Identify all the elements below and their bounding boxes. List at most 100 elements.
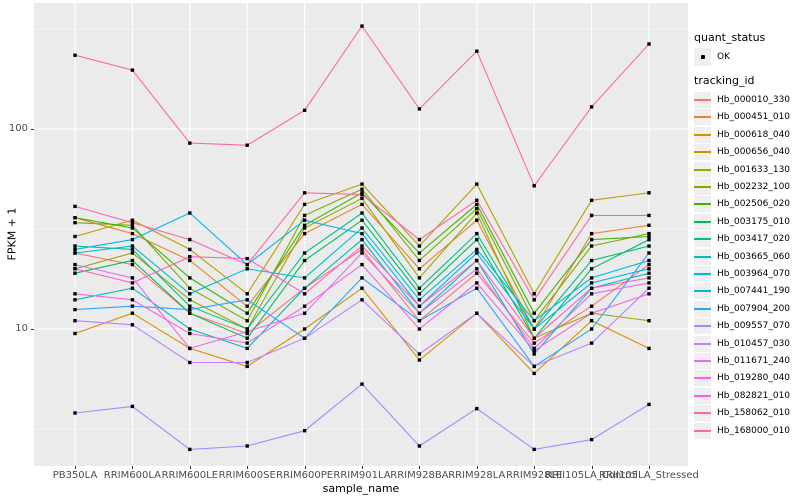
plot-panel [34,3,688,466]
data-point [188,360,192,365]
data-point [532,371,536,376]
legend-key-Hb_003417_020 [694,231,711,248]
data-point [73,307,77,312]
data-point [302,292,307,296]
data-point [417,292,422,296]
data-point [647,281,651,285]
data-point [532,298,536,302]
x-tick-label-RRIM928BA: RRIM928BA [390,470,449,481]
data-point [589,304,594,308]
x-axis-title: sample_name [322,482,400,495]
legend-line-icon [694,307,711,310]
data-point [417,244,422,248]
data-point [360,182,364,186]
data-point [73,298,77,302]
data-point [73,204,77,209]
legend-label-Hb_007904_200: Hb_007904_200 [717,303,791,314]
data-point [130,68,135,72]
legend-key-Hb_000618_040 [694,126,711,143]
data-point [475,251,479,255]
legend-label-Hb_000010_330: Hb_000010_330 [717,95,791,105]
legend-line-icon [694,168,711,171]
legend-key-Hb_168000_010 [694,422,711,439]
data-point [417,286,422,290]
data-point [302,276,307,280]
data-point [647,213,651,218]
data-point [647,292,651,296]
data-point [302,191,307,195]
data-point [130,304,135,308]
legend-line-icon [694,116,711,119]
data-point [130,262,135,267]
legend-panel: quant_status OK tracking_id Hb_000010_33… [694,0,800,500]
data-point [130,311,135,315]
data-point [589,231,594,236]
data-point [302,311,307,315]
data-point [589,237,594,242]
data-point [647,42,651,46]
data-point [360,192,364,197]
x-tick-label-RRIM928LA: RRIM928LA [448,470,506,481]
data-point [589,311,594,315]
data-point [245,292,249,296]
data-point [302,108,307,112]
legend-line-icon [694,394,711,397]
data-point [130,323,135,327]
data-point [360,276,364,280]
data-point [245,346,249,351]
data-point [245,327,249,331]
legend-label-Hb_158062_010: Hb_158062_010 [717,408,791,419]
data-point [475,231,479,236]
data-point [417,267,422,271]
data-point [475,198,479,202]
data-point [475,182,479,186]
data-point [130,223,135,227]
legend-key-Hb_000010_330 [694,92,711,108]
data-point [188,447,192,452]
data-point [360,251,364,255]
ok-point-icon [700,55,705,59]
data-point [475,281,479,285]
legend-label-Hb_003417_020: Hb_003417_020 [717,234,791,245]
data-point [647,271,651,275]
data-point [130,247,135,252]
data-point [647,244,651,248]
legend-label-Hb_019280_040: Hb_019280_040 [717,373,791,384]
data-point [130,276,135,280]
legend-title-quant-status: quant_status [694,31,766,44]
data-point [73,411,77,415]
x-tick-mark [591,466,593,469]
data-point [417,319,422,323]
legend-label-Hb_003175_010: Hb_003175_010 [717,216,791,227]
data-point [475,49,479,53]
data-point [73,216,77,220]
data-point [475,237,479,242]
legend-line-icon [694,377,711,380]
data-point [589,105,594,109]
data-point [302,231,307,236]
data-point [475,267,479,271]
legend-label-Hb_009557_070: Hb_009557_070 [717,321,791,332]
data-point [589,437,594,442]
data-point [589,292,594,296]
legend-key-Hb_000656_040 [694,144,711,161]
data-point [245,256,249,261]
data-point [589,327,594,331]
data-point [417,237,422,242]
x-tick-label-RRII105LA_Control: RRII105LA_Control [545,470,638,481]
legend-label-Hb_003964_070: Hb_003964_070 [717,269,791,279]
x-tick-mark [534,466,536,469]
data-point [647,191,651,195]
data-point [188,286,192,290]
data-point [73,319,77,323]
x-tick-label-RRIM901LA: RRIM901LA [333,470,391,481]
legend-line-icon [694,255,711,258]
x-tick-label-RRIM928LE: RRIM928LE [505,470,563,481]
data-point [245,304,249,308]
data-point [360,24,364,28]
data-point [188,311,192,315]
data-point [417,327,422,331]
data-point [417,258,422,263]
data-point [130,218,135,222]
